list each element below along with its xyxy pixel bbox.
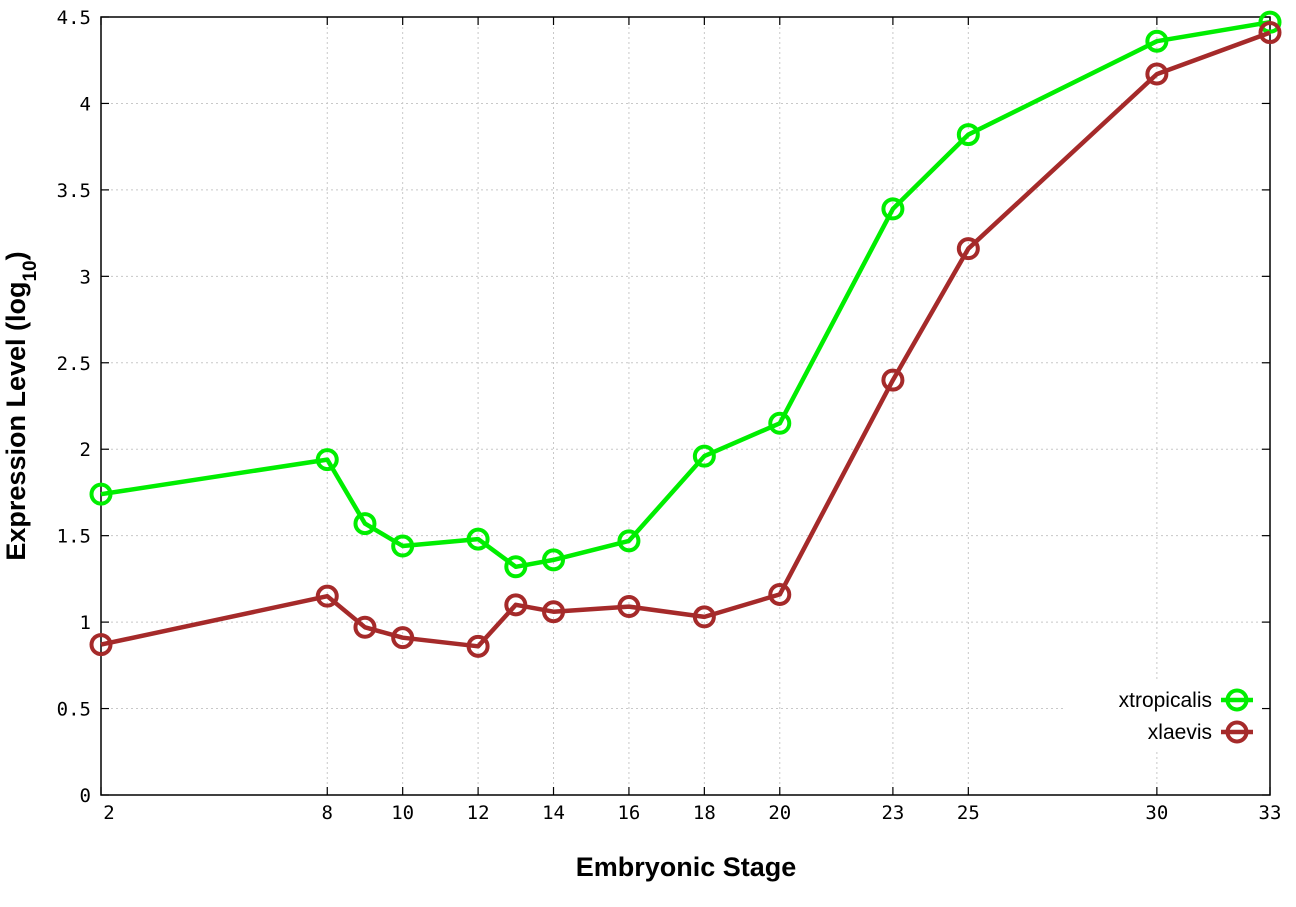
data-point <box>1258 21 1282 45</box>
legend: xtropicalis xlaevis <box>1066 680 1262 752</box>
data-point <box>504 555 528 579</box>
x-tick-label: 14 <box>542 802 565 824</box>
legend-label: xlaevis <box>1148 721 1212 744</box>
data-point <box>692 444 716 468</box>
data-point <box>1145 62 1169 86</box>
data-point <box>391 534 415 558</box>
data-point <box>768 411 792 435</box>
x-tick-label: 2 <box>103 802 114 824</box>
y-axis-title-main: Expression Level (log <box>1 282 31 561</box>
legend-item: xtropicalis <box>1119 688 1253 712</box>
data-point <box>617 595 641 619</box>
data-point <box>881 368 905 392</box>
series-xtropicalis <box>89 10 1282 579</box>
data-point <box>89 633 113 657</box>
y-tick-label: 4.5 <box>57 7 91 29</box>
data-point <box>1258 10 1282 34</box>
x-tick-label: 25 <box>957 802 980 824</box>
y-axis-title-subscript: 10 <box>20 260 41 281</box>
data-point <box>353 512 377 536</box>
y-tick-label: 0 <box>80 785 91 807</box>
y-tick-label: 1 <box>80 612 91 634</box>
data-point <box>956 123 980 147</box>
data-point <box>617 529 641 553</box>
legend-item: xlaevis <box>1148 720 1253 744</box>
series-xlaevis <box>89 21 1282 658</box>
y-tick-label: 1.5 <box>57 526 91 548</box>
data-point <box>692 605 716 629</box>
data-point <box>466 634 490 658</box>
x-tick-label: 18 <box>693 802 716 824</box>
data-point <box>315 584 339 608</box>
data-point <box>1145 29 1169 53</box>
series-line <box>100 19 1271 570</box>
plot-frame <box>100 16 1271 796</box>
x-tick-label: 33 <box>1259 802 1282 824</box>
y-tick-label: 3.5 <box>57 180 91 202</box>
y-tick-label: 4 <box>80 93 91 115</box>
legend-marker <box>1225 688 1249 712</box>
x-tick-label: 16 <box>617 802 640 824</box>
data-point <box>315 448 339 472</box>
data-point <box>542 548 566 572</box>
y-axis-title: Expression Level (log10) <box>1 251 41 560</box>
y-tick-label: 2.5 <box>57 353 91 375</box>
legend-label: xtropicalis <box>1119 689 1212 712</box>
x-tick-label: 10 <box>391 802 414 824</box>
x-tick-label: 20 <box>768 802 791 824</box>
y-tick-label: 2 <box>80 439 91 461</box>
data-point <box>881 197 905 221</box>
series-layer <box>89 10 1282 658</box>
x-tick-label: 8 <box>322 802 333 824</box>
series-line <box>100 30 1271 649</box>
y-tick-label: 3 <box>80 266 91 288</box>
data-point <box>504 593 528 617</box>
data-point <box>956 237 980 261</box>
data-point <box>768 582 792 606</box>
x-tick-label: 30 <box>1145 802 1168 824</box>
y-tick-labels: 0 0.5 1 1.5 2 2.5 3 3.5 4 4.5 <box>57 7 91 807</box>
x-tick-label: 12 <box>467 802 490 824</box>
data-point <box>542 600 566 624</box>
data-point <box>89 482 113 506</box>
data-point <box>391 626 415 650</box>
legend-marker <box>1225 720 1249 744</box>
y-axis-title-suffix: ) <box>1 251 31 260</box>
x-tick-label: 23 <box>881 802 904 824</box>
x-axis-title: Embryonic Stage <box>576 852 797 882</box>
y-tick-label: 0.5 <box>57 699 91 721</box>
data-point <box>466 527 490 551</box>
x-tick-labels: 2 8 10 12 14 16 18 20 23 25 30 33 <box>103 802 1281 824</box>
data-point <box>353 615 377 639</box>
